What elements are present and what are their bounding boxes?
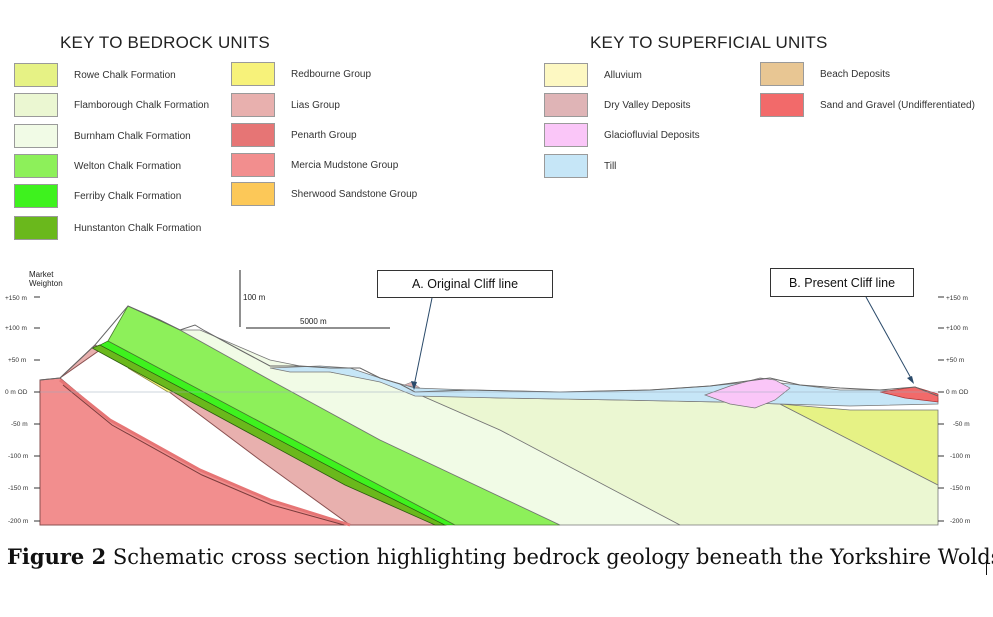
left-axis-label: +100 m: [5, 325, 27, 332]
key-item-lias: Lias Group: [231, 92, 340, 118]
key-label: Mercia Mudstone Group: [291, 159, 399, 171]
swatch-sherwood-sandstone: [231, 182, 275, 206]
rowe-layer: [779, 403, 939, 486]
right-axis-label: -150 m: [950, 485, 970, 492]
swatch-alluvium: [544, 63, 588, 87]
key-label: Rowe Chalk Formation: [74, 69, 176, 81]
left-axis-ticks: [34, 296, 40, 522]
swatch-hunstanton-chalk: [14, 216, 58, 240]
swatch-flamborough-chalk: [14, 93, 58, 117]
key-item-beach: Beach Deposits: [760, 61, 890, 87]
ground-surface: [39, 305, 939, 397]
key-item-ferriby-chalk: Ferriby Chalk Formation: [14, 183, 181, 209]
key-label: Till: [604, 160, 617, 172]
swatch-welton-chalk: [14, 154, 58, 178]
stray-mark: [986, 560, 987, 575]
superficial-key-title: KEY TO SUPERFICIAL UNITS: [590, 33, 828, 52]
key-item-till: Till: [544, 153, 616, 179]
figure-number: Figure 2: [7, 544, 107, 569]
key-item-redbourne: Redbourne Group: [231, 61, 371, 87]
key-label: Alluvium: [604, 69, 642, 81]
key-item-glaciofluvial: Glaciofluvial Deposits: [544, 122, 700, 148]
left-axis-label: -100 m: [8, 453, 28, 460]
right-axis: +150 m +100 m +50 m 0 m OD -50 m -100 m …: [946, 295, 970, 525]
cross-section-diagram: 100 m 5000 m Market Weighton +150 m +100…: [5, 270, 970, 527]
callout-b-arrowhead: [907, 376, 914, 384]
key-label: Burnham Chalk Formation: [74, 130, 191, 142]
swatch-dry-valley: [544, 93, 588, 117]
key-label: Beach Deposits: [820, 68, 891, 80]
key-item-burnham-chalk: Burnham Chalk Formation: [14, 123, 191, 149]
swatch-ferriby-chalk: [14, 184, 58, 208]
key-label: Glaciofluvial Deposits: [604, 129, 700, 141]
callout-b-arrow: [865, 296, 913, 381]
swatch-redbourne: [231, 62, 275, 86]
key-item-hunstanton-chalk: Hunstanton Chalk Formation: [14, 215, 201, 241]
key-item-welton-chalk: Welton Chalk Formation: [14, 153, 181, 179]
right-axis-label: +150 m: [946, 295, 968, 302]
right-axis-label: 0 m OD: [946, 389, 969, 396]
penarth-outline: [62, 384, 345, 526]
key-item-sand-gravel: Sand and Gravel (Undifferentiated): [760, 92, 975, 118]
key-label: Sherwood Sandstone Group: [291, 188, 418, 200]
callout-a-arrow: [413, 297, 433, 387]
key-label: Lias Group: [291, 99, 340, 111]
key-label: Dry Valley Deposits: [604, 99, 691, 111]
scale-horizontal-label: 5000 m: [300, 317, 327, 326]
key-label: Penarth Group: [291, 129, 357, 141]
swatch-penarth: [231, 123, 275, 147]
swatch-sand-gravel: [760, 93, 804, 117]
key-item-rowe-chalk: Rowe Chalk Formation: [14, 62, 176, 88]
left-axis-label: -50 m: [11, 421, 28, 428]
right-axis-label: +50 m: [946, 357, 964, 364]
place-label-line2: Weighton: [29, 279, 63, 288]
scale-vertical-label: 100 m: [243, 293, 266, 302]
key-item-dry-valley: Dry Valley Deposits: [544, 92, 691, 118]
left-axis: +150 m +100 m +50 m 0 m OD -50 m -100 m …: [5, 295, 28, 525]
right-axis-label: -100 m: [950, 453, 970, 460]
key-item-mercia-mudstone: Mercia Mudstone Group: [231, 152, 398, 178]
dry-valley-deposit: [403, 381, 421, 389]
caption-text: Schematic cross section highlighting bed…: [106, 545, 993, 569]
key-label: Flamborough Chalk Formation: [74, 99, 210, 111]
key-item-penarth: Penarth Group: [231, 122, 357, 148]
right-axis-label: +100 m: [946, 325, 968, 332]
penarth-band: [59, 378, 351, 527]
key-item-sherwood-sandstone: Sherwood Sandstone Group: [231, 181, 417, 207]
left-axis-label: 0 m OD: [5, 389, 28, 396]
swatch-burnham-chalk: [14, 124, 58, 148]
callout-original-cliff-line: A. Original Cliff line: [377, 270, 553, 298]
bedrock-key-title: KEY TO BEDROCK UNITS: [60, 33, 270, 52]
key-item-alluvium: Alluvium: [544, 62, 642, 88]
swatch-lias: [231, 93, 275, 117]
figure-caption: Figure 2 Schematic cross section highlig…: [7, 544, 993, 569]
swatch-mercia-mudstone: [231, 153, 275, 177]
swatch-till: [544, 154, 588, 178]
key-label: Welton Chalk Formation: [74, 160, 182, 172]
right-axis-label: -50 m: [953, 421, 970, 428]
left-axis-label: -200 m: [8, 518, 28, 525]
key-label: Sand and Gravel (Undifferentiated): [820, 99, 975, 111]
left-axis-label: +150 m: [5, 295, 27, 302]
right-axis-label: -200 m: [950, 518, 970, 525]
place-label-line1: Market: [29, 270, 54, 279]
glaciofluvial-deposit: [703, 377, 791, 409]
left-axis-label: +50 m: [8, 357, 26, 364]
key-label: Ferriby Chalk Formation: [74, 190, 182, 202]
key-item-flamborough-chalk: Flamborough Chalk Formation: [14, 92, 209, 118]
swatch-rowe-chalk: [14, 63, 58, 87]
right-axis-ticks: [938, 296, 944, 522]
key-label: Redbourne Group: [291, 68, 372, 80]
swatch-beach: [760, 62, 804, 86]
swatch-glaciofluvial: [544, 123, 588, 147]
callout-a-arrowhead: [411, 381, 417, 390]
key-label: Hunstanton Chalk Formation: [74, 222, 202, 234]
left-axis-label: -150 m: [8, 485, 28, 492]
callout-present-cliff-line: B. Present Cliff line: [770, 268, 914, 297]
